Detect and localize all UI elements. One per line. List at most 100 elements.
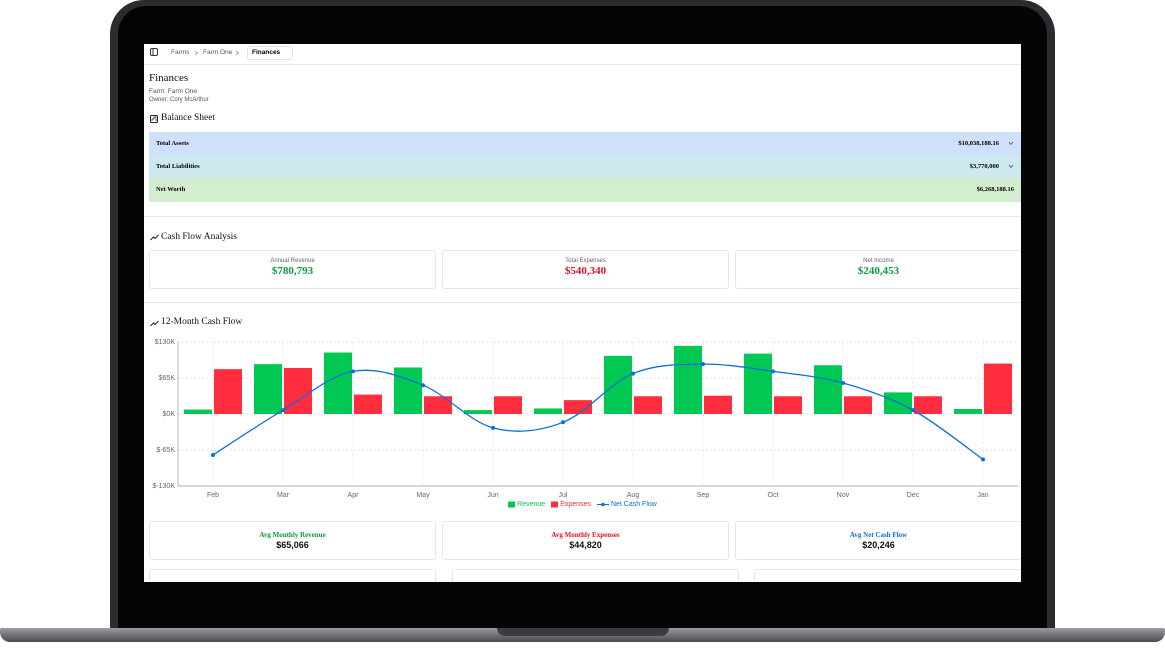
legend-square bbox=[508, 501, 516, 508]
line bbox=[212, 363, 984, 460]
owner-name: Owner: Cory McArthur bbox=[149, 97, 209, 103]
breadcrumb-current[interactable]: Finances bbox=[247, 46, 294, 60]
bar bbox=[324, 352, 352, 414]
bar bbox=[744, 353, 772, 414]
stat-value: $240,453 bbox=[857, 265, 900, 277]
line-point bbox=[281, 408, 285, 413]
line-point bbox=[561, 420, 565, 425]
line-point bbox=[701, 362, 705, 367]
y-tick-label: $-130K bbox=[152, 483, 175, 490]
summary-card: Avg Monthly Revenue $65,066 bbox=[149, 521, 436, 560]
summary-value: $44,820 bbox=[569, 540, 602, 550]
x-tick-label: May bbox=[416, 492, 430, 499]
bar bbox=[634, 396, 662, 414]
balance-row[interactable]: Total Liabilities $3,770,000 bbox=[149, 155, 1021, 178]
x-tick-label: Jun bbox=[487, 492, 498, 499]
section-heading: Cash Flow Analysis bbox=[161, 232, 238, 242]
bar bbox=[394, 367, 422, 414]
row-value: $10,038,188.16 bbox=[958, 140, 999, 147]
legend-dot bbox=[601, 502, 605, 507]
laptop-notch bbox=[497, 628, 669, 636]
x-tick-label: Sep bbox=[697, 492, 710, 499]
chart: $-130K $-65K $0K $65K $130K Feb Mar Apr May Jun Ju… bbox=[152, 339, 1018, 499]
x-tick-label: Jan bbox=[977, 492, 988, 499]
bar bbox=[184, 409, 212, 414]
row-value: $6,268,188.16 bbox=[976, 186, 1014, 193]
legend-swatch bbox=[508, 501, 516, 508]
card bbox=[452, 569, 739, 582]
chevron bbox=[235, 50, 240, 56]
line-point bbox=[771, 369, 775, 374]
legend-label: Revenue bbox=[517, 501, 546, 508]
bar bbox=[704, 395, 732, 414]
screen: Farms Farm One Finances Finances Farm: F… bbox=[144, 44, 1021, 582]
breadcrumb-item[interactable]: Farms bbox=[171, 49, 190, 56]
sidebar-toggle[interactable] bbox=[150, 48, 158, 56]
card bbox=[149, 569, 436, 582]
legend: Revenue Expenses Net Cash Flow bbox=[144, 501, 1021, 508]
line-point bbox=[841, 380, 845, 385]
bar bbox=[564, 400, 592, 414]
y-tick-label: $130K bbox=[155, 339, 176, 346]
stat-label: Net Income bbox=[863, 258, 894, 264]
icon bbox=[150, 115, 158, 123]
bar bbox=[984, 363, 1012, 414]
legend-item: Expenses bbox=[551, 501, 591, 508]
line-point bbox=[491, 425, 495, 430]
bar bbox=[494, 396, 522, 414]
line-point bbox=[981, 457, 985, 462]
x-tick-label: Feb bbox=[207, 492, 219, 499]
legend-label: Expenses bbox=[560, 501, 591, 508]
stat-value: $540,340 bbox=[564, 265, 607, 277]
summary-value: $20,246 bbox=[862, 540, 895, 550]
bar bbox=[914, 396, 942, 414]
x-tick-label: Nov bbox=[837, 492, 850, 499]
balance-row: Net Worth $6,268,188.16 bbox=[149, 178, 1021, 202]
bar bbox=[254, 364, 282, 414]
legend-item: Net Cash Flow bbox=[596, 501, 657, 508]
x-tick-label: Apr bbox=[348, 492, 360, 499]
stat-label: Total Expenses bbox=[565, 258, 606, 264]
stat-label: Annual Revenue bbox=[270, 258, 315, 264]
stat-card: Annual Revenue $780,793 bbox=[149, 250, 436, 289]
summary-label: Avg Net Cash Flow bbox=[849, 531, 908, 539]
bar bbox=[774, 396, 802, 414]
line-point bbox=[911, 408, 915, 413]
line-point bbox=[421, 383, 425, 388]
y-tick-label: $0K bbox=[163, 411, 176, 418]
section-heading: Balance Sheet bbox=[161, 113, 216, 123]
bar bbox=[534, 408, 562, 414]
line-point bbox=[211, 452, 215, 457]
y-tick-label: $-65K bbox=[156, 447, 175, 454]
row-label: Total Liabilities bbox=[156, 163, 200, 170]
stat-value: $780,793 bbox=[271, 265, 314, 277]
row-label: Total Assets bbox=[156, 140, 189, 147]
chevron bbox=[194, 50, 199, 56]
chart-title: 12-Month Cash Flow bbox=[161, 317, 243, 327]
chevron bbox=[1008, 141, 1014, 146]
bar bbox=[674, 345, 702, 414]
bar bbox=[604, 355, 632, 414]
x-tick-label: Oct bbox=[768, 492, 779, 499]
bar bbox=[814, 365, 842, 414]
summary-label: Avg Monthly Expenses bbox=[551, 531, 620, 539]
balance-row[interactable]: Total Assets $10,038,188.16 bbox=[149, 132, 1021, 155]
line-point bbox=[631, 371, 635, 376]
card bbox=[754, 569, 1021, 582]
icon bbox=[150, 234, 159, 241]
stat-card: Total Expenses $540,340 bbox=[442, 250, 729, 289]
icon bbox=[150, 320, 159, 327]
bar bbox=[354, 394, 382, 414]
breadcrumb-item[interactable]: Farm One bbox=[203, 49, 233, 56]
summary-card: Avg Monthly Expenses $44,820 bbox=[442, 521, 729, 560]
y-tick-label: $65K bbox=[159, 375, 176, 382]
summary-value: $65,066 bbox=[276, 540, 309, 550]
farm-name: Farm: Farm One bbox=[149, 88, 198, 95]
bar bbox=[424, 396, 452, 414]
bar bbox=[844, 396, 872, 414]
legend-label: Net Cash Flow bbox=[610, 501, 657, 508]
page-title: Finances bbox=[149, 72, 189, 84]
x-tick-label: Jul bbox=[559, 492, 568, 499]
x-tick-label: Dec bbox=[907, 492, 920, 499]
summary-card: Avg Net Cash Flow $20,246 bbox=[735, 521, 1021, 560]
